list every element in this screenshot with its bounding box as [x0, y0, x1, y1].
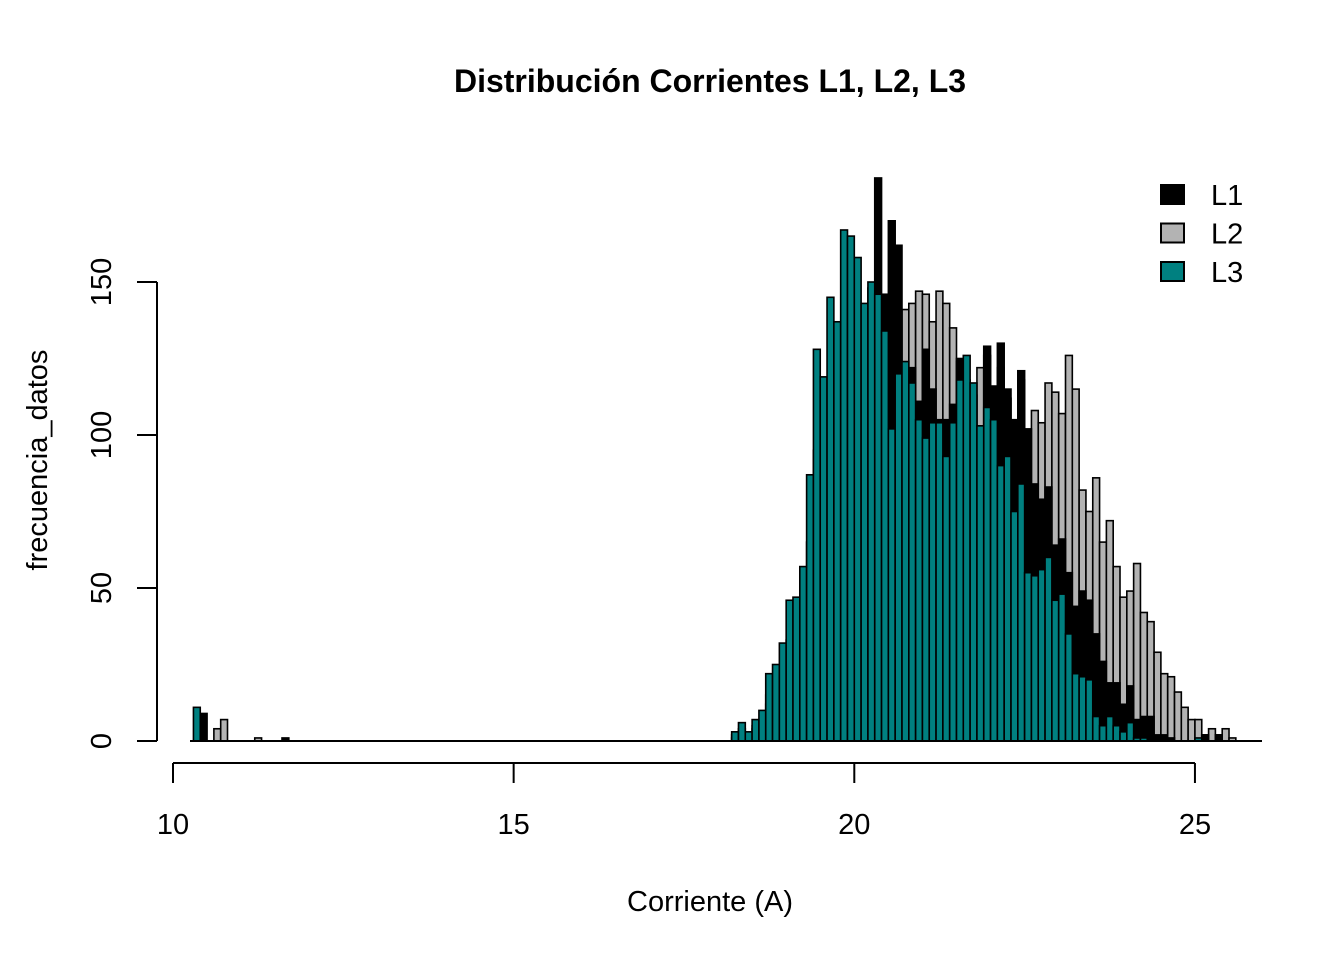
- bar-L3-21.8: [976, 425, 985, 742]
- bar-L3-22.3: [1010, 510, 1019, 742]
- bar-L2-24.8: [1180, 706, 1189, 742]
- bar-L3-18.5: [751, 718, 760, 742]
- y-tick-label: 50: [86, 572, 118, 604]
- legend-label-L3: L3: [1211, 257, 1243, 289]
- bar-L2-24.7: [1173, 691, 1183, 742]
- x-axis-label: Corriente (A): [627, 886, 793, 918]
- x-tick-label: 20: [838, 809, 870, 841]
- bar-L3-22.8: [1044, 556, 1053, 742]
- bar-L3-23.9: [1119, 731, 1128, 742]
- bar-L3-21.9: [982, 406, 992, 742]
- bar-L3-10.3: [192, 706, 202, 742]
- bar-L3-20.8: [908, 382, 917, 742]
- legend-swatch-L1: [1160, 184, 1185, 205]
- bar-L3-20.3: [873, 293, 883, 742]
- bar-L3-19.4: [812, 348, 822, 742]
- bar-L3-19.8: [839, 229, 849, 742]
- legend-swatch-L3: [1160, 261, 1185, 282]
- bar-L3-23.6: [1098, 724, 1108, 742]
- bar-L3-23.3: [1078, 675, 1087, 742]
- bars-layer: [192, 177, 1237, 742]
- bar-L3-18.7: [764, 672, 774, 742]
- bar-L3-19.3: [805, 473, 815, 742]
- bar-L3-22.5: [1023, 571, 1033, 742]
- bar-L2-10.7: [219, 718, 229, 742]
- bar-L2-24.4: [1153, 651, 1162, 742]
- bar-L2-25.4: [1221, 727, 1230, 742]
- y-tick-label: 150: [86, 258, 118, 306]
- bar-L3-22.9: [1051, 599, 1060, 742]
- bar-L3-18.6: [758, 709, 767, 742]
- legend: L1 L2 L3: [1160, 180, 1243, 289]
- chart-title: Distribución Corrientes L1, L2, L3: [454, 63, 966, 99]
- bar-L3-18.9: [778, 642, 787, 742]
- y-tick-label: 100: [86, 411, 118, 459]
- bar-L2-24.1: [1132, 562, 1142, 742]
- bar-L1-24.3: [1146, 715, 1155, 742]
- legend-label-L2: L2: [1211, 219, 1243, 251]
- bar-L3-18.4: [744, 731, 753, 742]
- bar-L3-21.5: [955, 379, 965, 742]
- bar-L3-18.3: [737, 721, 747, 742]
- bar-L3-20.4: [880, 330, 890, 742]
- x-tick-label: 15: [498, 809, 530, 841]
- bar-L3-23.7: [1105, 715, 1114, 742]
- legend-swatch-L2: [1160, 222, 1185, 244]
- bar-L3-22.7: [1037, 568, 1046, 742]
- bar-L3-22: [989, 418, 999, 742]
- bar-L2-24.6: [1166, 675, 1176, 742]
- bar-L3-20.7: [901, 360, 910, 742]
- bar-L3-24: [1126, 721, 1135, 742]
- bar-L3-20.1: [860, 302, 869, 742]
- bar-L3-22.4: [1017, 483, 1026, 742]
- bar-L3-18.2: [730, 731, 740, 742]
- bar-L3-20.6: [894, 372, 903, 742]
- x-tick-label: 10: [157, 809, 189, 841]
- bar-L3-19.6: [826, 296, 835, 742]
- bar-L3-21.7: [969, 382, 978, 742]
- bar-L3-21.2: [935, 421, 944, 742]
- bar-L3-22.2: [1003, 455, 1012, 742]
- bar-L3-23.8: [1112, 724, 1121, 742]
- bar-L3-19.9: [846, 235, 856, 742]
- bar-L3-21.1: [928, 421, 937, 742]
- bar-L2-25.2: [1207, 727, 1217, 742]
- bar-L3-19.7: [833, 320, 842, 742]
- bar-L3-19.1: [792, 596, 801, 742]
- bar-L3-19.2: [798, 565, 808, 742]
- bar-L3-22.1: [996, 464, 1005, 742]
- bar-L3-20.9: [914, 418, 924, 742]
- legend-label-L1: L1: [1211, 180, 1243, 212]
- bar-L3-22.6: [1030, 574, 1040, 742]
- bar-L3-18.8: [771, 663, 781, 742]
- x-tick-label: 25: [1179, 809, 1211, 841]
- bar-L3-19.5: [819, 376, 828, 742]
- bar-L3-23.4: [1085, 678, 1094, 742]
- y-tick-label: 0: [86, 733, 118, 749]
- y-axis-label: frecuencia_datos: [22, 350, 54, 571]
- y-axis: 0 50 100 150: [86, 258, 158, 749]
- bar-L3-20: [853, 256, 862, 742]
- bar-L3-19: [785, 599, 794, 742]
- bar-L3-23.5: [1091, 715, 1101, 742]
- bar-L3-21.3: [942, 455, 951, 742]
- bar-L3-21.4: [948, 421, 958, 742]
- x-axis: 10 15 20 25: [157, 762, 1211, 841]
- bar-L2-24.9: [1187, 718, 1196, 742]
- bar-L3-23.2: [1071, 672, 1080, 742]
- bar-L1-10.4: [199, 712, 208, 742]
- bar-L2-24.5: [1160, 672, 1169, 742]
- bar-L3-21: [921, 437, 931, 742]
- bar-L3-20.2: [867, 281, 876, 742]
- bar-L3-23.1: [1064, 633, 1074, 742]
- bar-L3-21.6: [962, 354, 971, 742]
- bar-L2-10.6: [213, 727, 222, 742]
- bar-L3-23: [1057, 593, 1067, 742]
- bar-L3-20.5: [887, 428, 896, 742]
